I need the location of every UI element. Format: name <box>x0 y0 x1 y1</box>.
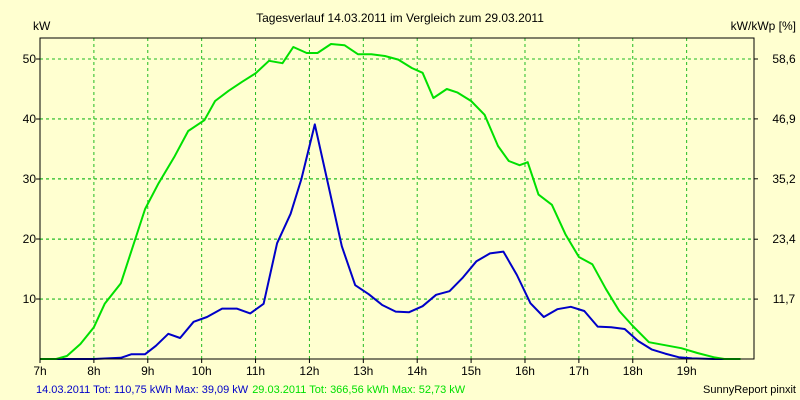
y-left-tick-label: 30 <box>23 172 37 186</box>
x-tick-label: 10h <box>192 364 212 378</box>
x-tick-label: 19h <box>677 364 697 378</box>
x-tick-label: 13h <box>353 364 373 378</box>
y-right-tick-label: 58,6 <box>772 52 796 66</box>
x-tick-label: 8h <box>87 364 100 378</box>
chart-title: Tagesverlauf 14.03.2011 im Vergleich zum… <box>256 11 544 25</box>
x-tick-label: 11h <box>246 364 265 378</box>
y-left-tick-label: 40 <box>23 112 37 126</box>
series-lines <box>40 43 741 360</box>
y-left-tick-label: 50 <box>23 52 37 66</box>
legend-entry-2: 29.03.2011 Tot: 366,56 kWh Max: 52,73 kW <box>252 384 466 396</box>
y-left-tick-label: 10 <box>23 292 37 306</box>
y-left-tick-label: 20 <box>23 232 37 246</box>
y-axis-left-label: kW <box>33 19 51 33</box>
x-tick-label: 14h <box>407 364 427 378</box>
x-tick-label: 17h <box>569 364 589 378</box>
y-right-tick-label: 35,2 <box>772 172 796 186</box>
y-right-tick-label: 46,9 <box>772 112 796 126</box>
x-tick-label: 12h <box>299 364 319 378</box>
axes: 7h 8h 9h 10h 11h 12h 13h 14h 15h 16h 17h 18h 19h 10 20… <box>23 37 796 378</box>
plot-frame <box>39 37 755 360</box>
legend-entry-1: 14.03.2011 Tot: 110,75 kWh Max: 39,09 kW <box>36 384 249 396</box>
x-tick-label: 18h <box>623 364 643 378</box>
series-line-2 <box>40 43 741 360</box>
x-tick-label: 7h <box>33 364 46 378</box>
plot-area <box>40 38 754 359</box>
y-axis-right-label: kW/kWp [%] <box>731 19 796 33</box>
legend: 14.03.2011 Tot: 110,75 kWh Max: 39,09 kW… <box>36 384 466 396</box>
x-tick-label: 16h <box>515 364 535 378</box>
grid-lines <box>39 38 754 359</box>
series-line-1 <box>40 123 741 360</box>
x-tick-label: 9h <box>141 364 154 378</box>
y-right-tick-label: 11,7 <box>773 292 796 306</box>
footer-credit: SunnyReport pinxit <box>703 384 796 396</box>
y-right-tick-label: 23,4 <box>772 232 796 246</box>
x-tick-label: 15h <box>461 364 481 378</box>
